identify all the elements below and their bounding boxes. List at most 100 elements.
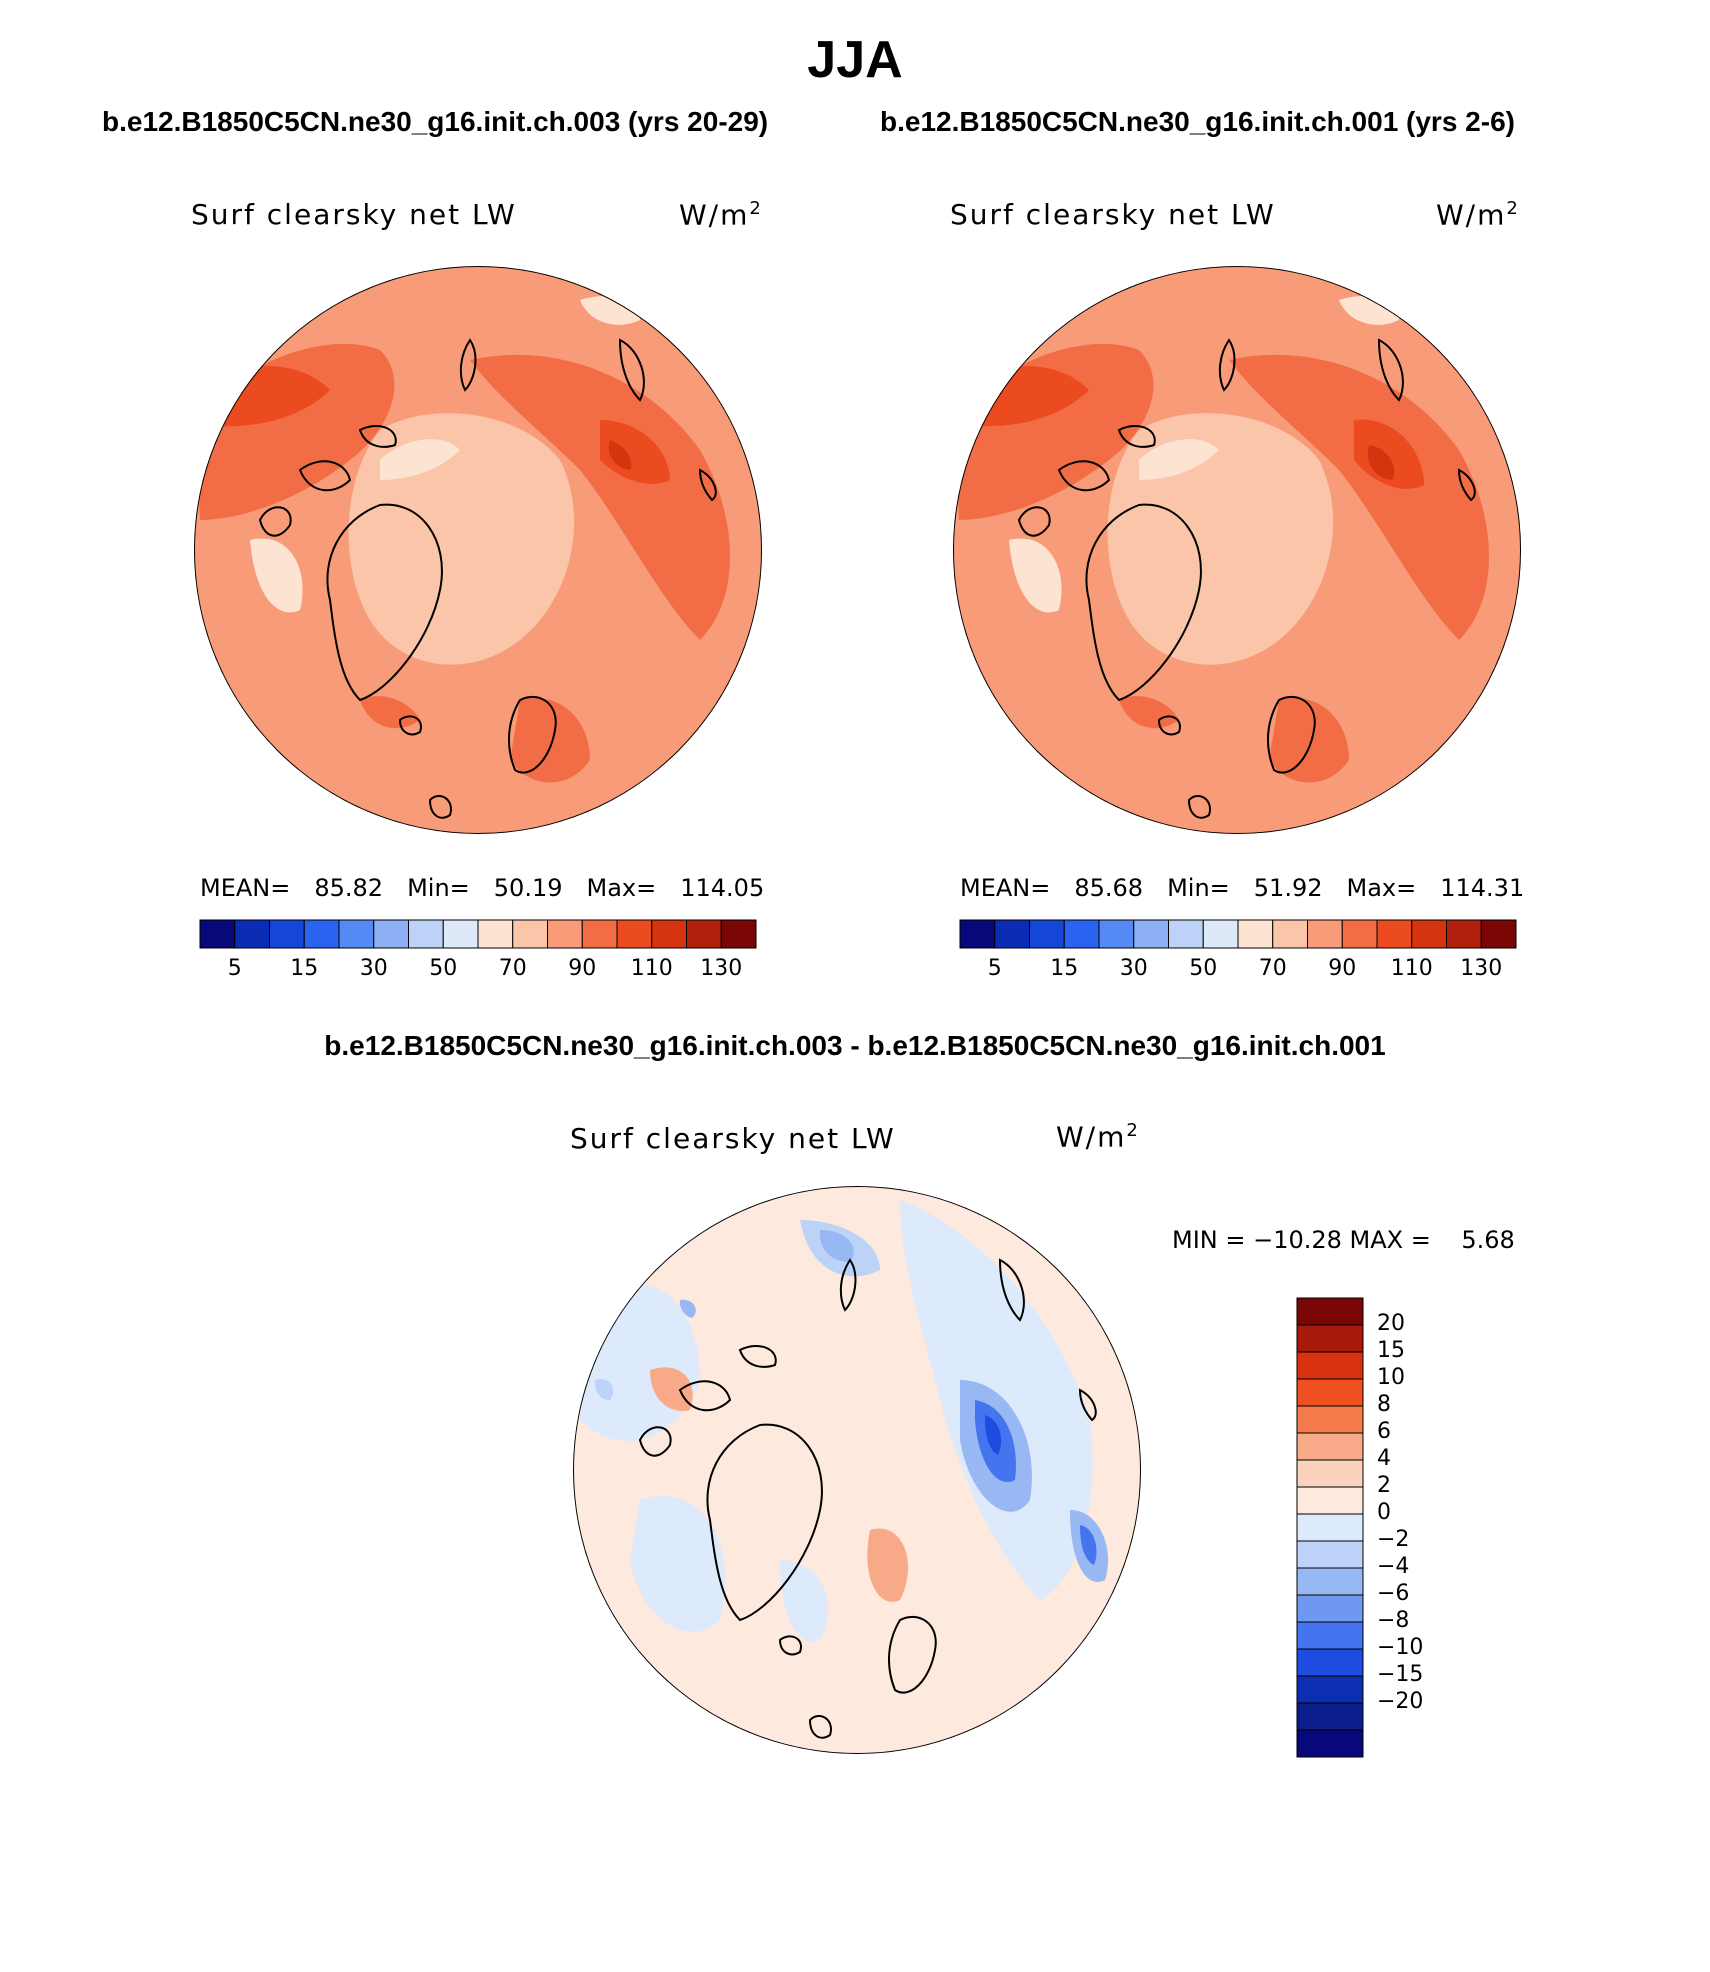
colorbar-tick-label: 70	[1258, 956, 1287, 981]
case-a-title: b.e12.B1850C5CN.ne30_g16.init.ch.003 (yr…	[102, 106, 769, 137]
colorbar-cell	[1296, 1486, 1364, 1515]
colorbar-cell	[1446, 919, 1482, 949]
panel-a-variable: Surf clearsky net LW	[191, 198, 517, 231]
colorbar-cell	[1411, 919, 1447, 949]
mean-label: MEAN=	[960, 874, 1051, 902]
polar-map-case-b	[953, 266, 1521, 834]
diff-panel-variable: Surf clearsky net LW	[570, 1122, 896, 1155]
colorbar-cell	[234, 919, 270, 949]
colorbar-tick-label: 110	[1390, 956, 1433, 981]
colorbar-tick-label: 15	[1050, 956, 1079, 981]
colorbar-cell	[1296, 1675, 1364, 1704]
max-label: Max=	[1346, 874, 1417, 902]
colorbar-cell	[1296, 1729, 1364, 1758]
colorbar-case-a	[199, 919, 757, 949]
colorbar-cell	[651, 919, 687, 949]
colorbar-tick-label: −6	[1377, 1581, 1410, 1606]
max-value: 114.31	[1440, 874, 1525, 902]
colorbar-cell	[1133, 919, 1169, 949]
colorbar-cell	[1237, 919, 1274, 949]
colorbar-cell	[1296, 1621, 1364, 1650]
colorbar-cell	[1296, 1432, 1364, 1461]
colorbar-tick-label: 30	[1119, 956, 1148, 981]
colorbar-cell	[1296, 1648, 1364, 1677]
colorbar-cell	[1296, 1594, 1364, 1623]
colorbar-tick-label: 20	[1377, 1311, 1405, 1336]
colorbar-tick-label: 50	[429, 956, 458, 981]
colorbar-cell	[373, 919, 409, 949]
case-b-title: b.e12.B1850C5CN.ne30_g16.init.ch.001 (yr…	[880, 106, 1515, 137]
polar-map-difference	[573, 1186, 1141, 1754]
colorbar-cell	[338, 919, 375, 949]
colorbar-tick-label: 70	[498, 956, 527, 981]
colorbar-cell	[1063, 919, 1100, 949]
colorbar-tick-label: 50	[1189, 956, 1218, 981]
colorbar-tick-label: −4	[1377, 1554, 1410, 1579]
colorbar-cell	[512, 919, 548, 949]
diff-min-max: MIN = −10.28 MAX = 5.68	[1172, 1226, 1515, 1254]
colorbar-cell	[1296, 1297, 1364, 1326]
colorbar-tick-label: 15	[290, 956, 319, 981]
main-title: JJA	[807, 31, 903, 89]
colorbar-cell	[1296, 1405, 1364, 1434]
colorbar-cell	[1307, 919, 1343, 949]
colorbar-cell	[477, 919, 514, 949]
colorbar-tick-label: 2	[1377, 1473, 1391, 1498]
colorbar-tick-label: −10	[1377, 1635, 1424, 1660]
colorbar-tick-label: 8	[1377, 1392, 1391, 1417]
colorbar-cell	[1272, 919, 1308, 949]
panel-a-units: W/m2	[679, 198, 763, 232]
max-label: Max=	[586, 874, 657, 902]
colorbar-tick-label: 10	[1377, 1365, 1405, 1390]
colorbar-tick-label: 5	[987, 956, 1002, 981]
colorbar-cell	[1296, 1513, 1364, 1542]
colorbar-cell	[547, 919, 583, 949]
colorbar-cell	[581, 919, 618, 949]
colorbar-cell	[994, 919, 1030, 949]
mean-value: 85.68	[1074, 874, 1144, 902]
colorbar-cell	[1296, 1702, 1364, 1731]
colorbar-cell	[686, 919, 722, 949]
colorbar-difference	[1296, 1297, 1364, 1758]
colorbar-cell	[1480, 919, 1517, 949]
min-value: 50.19	[493, 874, 563, 902]
min-label: Min=	[407, 874, 470, 902]
colorbar-cell	[1098, 919, 1135, 949]
colorbar-tick-label: 130	[700, 956, 743, 981]
colorbar-case-b	[959, 919, 1517, 949]
colorbar-tick-label: −15	[1377, 1662, 1424, 1687]
colorbar-cell	[303, 919, 340, 949]
colorbar-cell	[1296, 1459, 1364, 1488]
colorbar-cell	[1376, 919, 1413, 949]
polar-map-case-a	[194, 266, 762, 834]
difference-title: b.e12.B1850C5CN.ne30_g16.init.ch.003 - b…	[324, 1030, 1386, 1061]
panel-b-variable: Surf clearsky net LW	[950, 198, 1276, 231]
colorbar-tick-label: −8	[1377, 1608, 1410, 1633]
min-value: 51.92	[1253, 874, 1323, 902]
colorbar-tick-label: −20	[1377, 1689, 1424, 1714]
colorbar-tick-label: 110	[630, 956, 673, 981]
colorbar-tick-label: 0	[1377, 1500, 1391, 1525]
min-label: Min=	[1167, 874, 1230, 902]
colorbar-cell	[1168, 919, 1204, 949]
mean-value: 85.82	[314, 874, 384, 902]
panel-a-stats: MEAN= 85.82 Min= 50.19 Max= 114.05	[200, 874, 764, 902]
colorbar-tick-label: 15	[1377, 1338, 1405, 1363]
colorbar-cell	[1341, 919, 1378, 949]
colorbar-cell	[1296, 1351, 1364, 1380]
colorbar-cell	[1296, 1378, 1364, 1407]
colorbar-tick-label: 6	[1377, 1419, 1391, 1444]
colorbar-cell	[959, 919, 996, 949]
colorbar-cell	[1029, 919, 1065, 949]
colorbar-tick-label: 5	[227, 956, 242, 981]
panel-b-units: W/m2	[1436, 198, 1520, 232]
colorbar-tick-label: 30	[359, 956, 388, 981]
colorbar-cell	[1202, 919, 1239, 949]
colorbar-cell	[408, 919, 444, 949]
colorbar-tick-label: 4	[1377, 1446, 1391, 1471]
mean-label: MEAN=	[200, 874, 291, 902]
colorbar-tick-label: 90	[1328, 956, 1357, 981]
colorbar-cell	[1296, 1324, 1364, 1353]
max-value: 114.05	[680, 874, 765, 902]
